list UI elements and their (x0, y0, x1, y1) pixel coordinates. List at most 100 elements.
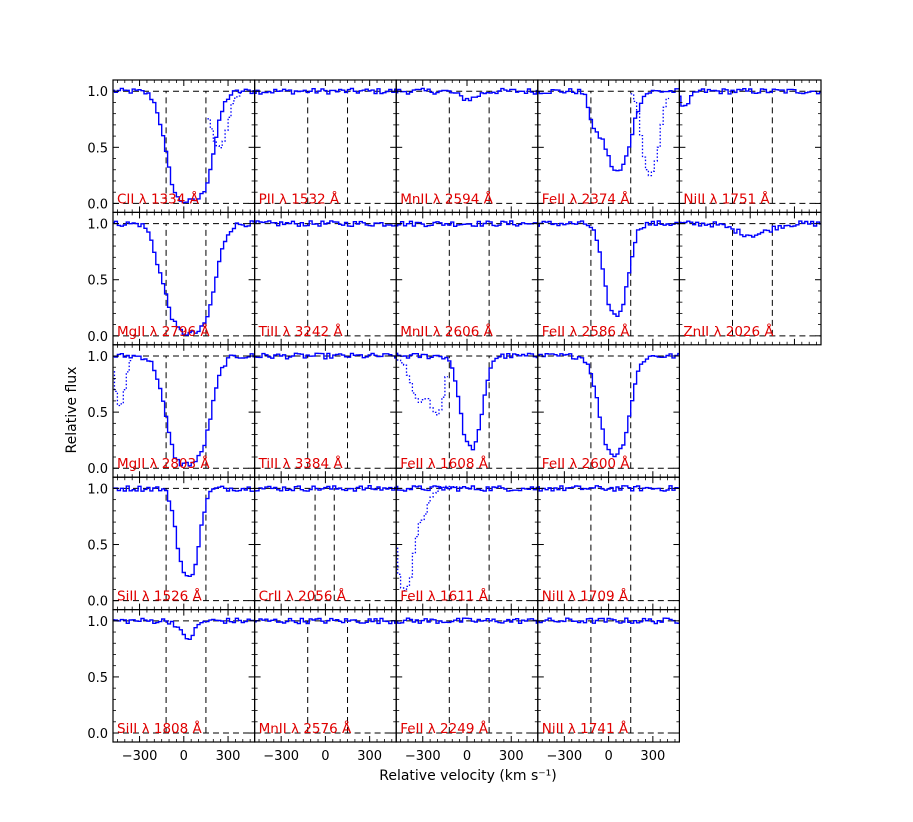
panel-plot-area (254, 87, 397, 204)
spectrum-line (254, 87, 397, 95)
ion-label: SiII λ 1808 Å (117, 720, 203, 737)
ion-label: FeII λ 2586 Å (542, 323, 631, 340)
panel-plot-area (537, 352, 680, 469)
blended-segment (396, 358, 448, 416)
x-tick-label: 300 (357, 749, 382, 764)
panel-plot-area (396, 220, 538, 337)
ion-label: MgII λ 2803 Å (117, 455, 210, 472)
ion-label: SiII λ 1526 Å (117, 588, 203, 605)
panel-0: 0.0 0.5 1.0 CII λ 1334 Å (87, 79, 256, 213)
ion-label: FeII λ 1611 Å (400, 588, 489, 605)
ion-label: NiII λ 1751 Å (683, 190, 770, 207)
panel-plot-area (113, 220, 255, 337)
ion-label: FeII λ 1608 Å (400, 455, 489, 472)
y-tick-label: 0.0 (87, 727, 108, 742)
y-tick-label: 0.5 (87, 274, 108, 289)
panel-plot-area (254, 352, 397, 469)
ion-label: CrII λ 2056 Å (259, 588, 347, 605)
panel-6: TiII λ 3242 Å (254, 211, 397, 346)
panel-plot-area (679, 220, 822, 337)
spectrum-line (537, 88, 680, 172)
panel-plot-area (396, 87, 538, 204)
y-tick-label: 1.0 (87, 218, 108, 233)
x-tick-label: 300 (216, 749, 241, 764)
spectrum-line (537, 220, 680, 317)
blended-segment (396, 485, 463, 592)
panel-5: 0.0 0.5 1.0 MgII λ 2796 Å (87, 211, 256, 346)
spectrum-line (254, 220, 397, 227)
y-tick-label: 0.0 (87, 462, 108, 477)
panel-plot-area (396, 617, 538, 734)
x-tick-label: 0 (321, 749, 329, 764)
panel-7: MnII λ 2606 Å (395, 211, 539, 346)
panel-plot-area (537, 485, 680, 602)
x-axis-title: Relative velocity (km s⁻¹) (379, 768, 557, 784)
spectrum-line (254, 352, 397, 360)
panel-plot-area (537, 220, 680, 337)
spectrum-line (113, 485, 255, 577)
spectrum-line (679, 88, 822, 107)
ion-label: PII λ 1532 Å (259, 190, 340, 207)
y-axis-title: Relative flux (64, 367, 80, 454)
spectrum-line (254, 485, 397, 492)
ion-label: FeII λ 2600 Å (542, 455, 631, 472)
y-tick-label: 0.0 (87, 595, 108, 610)
panel-3: FeII λ 2374 Å (537, 79, 680, 213)
spectrum-line (537, 617, 680, 625)
spectrum-line (537, 485, 680, 492)
x-tick-label: −300 (405, 749, 441, 764)
y-tick-label: 0.5 (87, 539, 108, 554)
panel-4: NiII λ 1751 Å (678, 79, 822, 213)
panel-15: CrII λ 2056 Å (254, 476, 397, 611)
spectrum-line (113, 617, 255, 640)
panels-layer: 0.0 0.5 1.0 CII λ 1334 Å PII λ 1532 Å MnII λ … (87, 79, 822, 764)
spectrum-line (679, 220, 822, 238)
panel-2: MnII λ 2594 Å (395, 79, 539, 213)
ion-label: MnII λ 2576 Å (259, 720, 352, 737)
panel-13: FeII λ 2600 Å (537, 344, 680, 478)
spectrum-line (113, 353, 255, 467)
ion-label: MnII λ 2594 Å (400, 190, 493, 207)
x-tick-label: 0 (180, 749, 188, 764)
spectrum-line (537, 352, 680, 458)
panel-8: FeII λ 2586 Å (537, 211, 680, 346)
panel-plot-area (537, 88, 680, 204)
panel-plot-area (113, 353, 255, 469)
x-tick-label: 300 (640, 749, 665, 764)
ion-label: NiII λ 1709 Å (542, 588, 629, 605)
ion-label: NiII λ 1741 Å (542, 720, 629, 737)
panel-plot-area (537, 617, 680, 734)
panel-20: −300 0 300 FeII λ 2249 Å (395, 608, 539, 764)
panel-plot-area (113, 87, 255, 204)
x-tick-label: 300 (499, 749, 524, 764)
y-tick-label: 0.0 (87, 197, 108, 212)
x-tick-label: 0 (463, 749, 471, 764)
y-tick-label: 0.5 (87, 406, 108, 421)
panel-19: −300 0 300 MnII λ 2576 Å (254, 608, 397, 764)
panel-plot-area (679, 88, 822, 204)
spectrum-line (396, 352, 538, 451)
panel-16: FeII λ 1611 Å (395, 476, 539, 611)
spectrum-line (396, 87, 538, 102)
ion-label: FeII λ 2374 Å (542, 190, 631, 207)
y-tick-label: 1.0 (87, 350, 108, 365)
panel-plot-area (254, 617, 397, 734)
blended-segment (113, 359, 133, 407)
ion-label: FeII λ 2249 Å (400, 720, 489, 737)
spectrum-line (254, 617, 397, 625)
panel-plot-area (254, 485, 397, 602)
spectrum-line (396, 220, 538, 228)
ion-label: ZnII λ 2026 Å (683, 323, 774, 340)
y-tick-label: 1.0 (87, 615, 108, 630)
panel-9: ZnII λ 2026 Å (678, 211, 822, 346)
y-tick-label: 0.5 (87, 671, 108, 686)
x-tick-label: −300 (263, 749, 299, 764)
y-tick-label: 0.5 (87, 141, 108, 156)
panel-10: 0.0 0.5 1.0 MgII λ 2803 Å (87, 344, 256, 478)
spectrum-line (396, 485, 538, 492)
panel-17: NiII λ 1709 Å (537, 476, 680, 611)
panel-plot-area (113, 485, 255, 602)
ion-label: TiII λ 3242 Å (258, 323, 344, 340)
spectrum-line (113, 87, 255, 204)
